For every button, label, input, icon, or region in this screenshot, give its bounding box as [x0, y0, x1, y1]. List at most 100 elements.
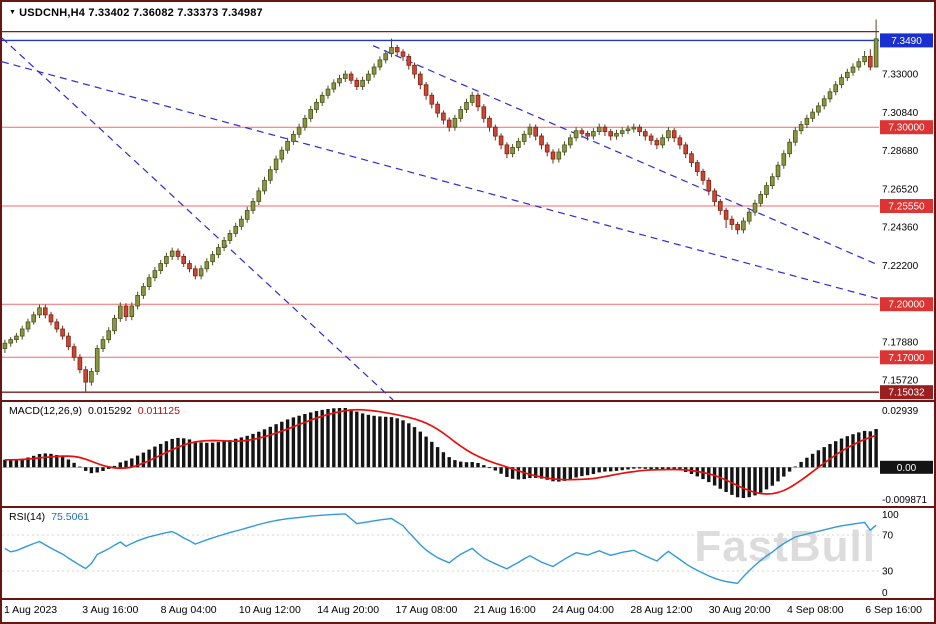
candle-body [158, 263, 164, 271]
price-axis-label: 7.24360 [882, 223, 919, 234]
candle-body [469, 94, 475, 103]
candle-body [210, 254, 215, 263]
macd-histogram-bar [372, 415, 376, 468]
macd-axis-max-label: 0.02939 [882, 406, 919, 417]
macd-histogram-bar [72, 462, 76, 468]
candle-body [770, 176, 775, 186]
macd-histogram-bar [862, 430, 867, 468]
macd-chart[interactable]: 0.02939 -0.009871 0.00 [2, 402, 934, 506]
rsi-panel[interactable]: FastBull 100 70 30 0 RSI(14) 75.5061 [2, 508, 934, 600]
ohlc-high: 7.36082 [132, 7, 174, 19]
candle-body [314, 102, 319, 110]
candle-body [602, 126, 608, 132]
price-badge-label: 7.25550 [888, 201, 925, 212]
candle-body [441, 112, 446, 121]
candle-body [608, 131, 613, 137]
macd-histogram-bar [793, 466, 797, 468]
candle-body [366, 73, 371, 81]
candle-body [504, 144, 510, 155]
candle-body [164, 255, 169, 264]
macd-histogram-bar [649, 467, 653, 470]
candle-body [579, 130, 585, 134]
macd-histogram-bar [735, 467, 740, 498]
candle-body [568, 137, 573, 146]
macd-axis-min-label: -0.009871 [882, 495, 927, 506]
candle-body [637, 126, 642, 132]
macd-histogram-bar [199, 442, 203, 468]
macd-histogram-bar [378, 416, 382, 468]
macd-histogram-bar [9, 459, 13, 468]
macd-value-main: 0.015292 [87, 405, 132, 417]
macd-histogram-bar [851, 434, 855, 468]
macd-histogram-bar [274, 424, 278, 468]
candle-body [273, 158, 279, 171]
macd-histogram-bar [234, 438, 238, 468]
candle-body [821, 98, 827, 107]
macd-histogram-bar [828, 444, 832, 468]
ohlc-open: 7.33402 [88, 7, 130, 19]
macd-histogram-bar [435, 447, 440, 468]
macd-panel[interactable]: 0.02939 -0.009871 0.00 MACD(12,26,9) 0.0152… [2, 402, 934, 508]
candle-body [487, 117, 492, 128]
price-badge-label: 7.20000 [888, 300, 925, 311]
macd-histogram-bar [32, 455, 36, 468]
candle-body [752, 202, 758, 213]
candle-body [746, 211, 752, 222]
macd-histogram-bar [130, 458, 134, 468]
macd-histogram-bar [551, 467, 555, 482]
macd-histogram-bar [874, 429, 878, 468]
macd-histogram-bar [845, 436, 849, 468]
candle-body [423, 84, 429, 96]
rsi-chart[interactable]: 100 70 30 0 [2, 508, 934, 598]
candle-body [227, 232, 233, 241]
macd-histogram-bar [228, 440, 232, 468]
candle-body [596, 126, 602, 132]
candle-body [521, 133, 527, 142]
macd-histogram-bar [205, 442, 209, 468]
candle-body [279, 149, 285, 160]
candle-body [729, 218, 735, 225]
macd-histogram-bar [609, 467, 613, 472]
macd-histogram-bar [101, 467, 105, 471]
main-chart-panel[interactable]: 7.33000 7.30840 7.28680 7.26520 7.24360 7.222… [2, 2, 934, 402]
macd-histogram-bar [799, 461, 803, 468]
macd-histogram-bar [868, 431, 872, 468]
candle-body [498, 135, 504, 146]
macd-histogram-bar [614, 467, 619, 471]
candle-body [706, 179, 712, 192]
macd-histogram-bar [26, 457, 30, 468]
macd-histogram-bar [453, 460, 457, 468]
candle-body [198, 268, 204, 277]
macd-histogram-bar [562, 467, 567, 481]
macd-histogram-bar [268, 426, 272, 468]
macd-histogram-bar [60, 456, 65, 468]
candle-body [573, 130, 579, 139]
macd-histogram-bar [487, 467, 492, 469]
macd-histogram-bar [245, 435, 249, 468]
price-badge-label: 7.17000 [888, 353, 925, 364]
macd-histogram-bar [580, 467, 584, 477]
candle-body [827, 91, 833, 100]
candle-body [406, 56, 412, 66]
ohlc-low: 7.33373 [177, 7, 219, 19]
x-axis-label: 3 Aug 16:00 [82, 604, 139, 616]
macd-histogram-bar [147, 449, 151, 468]
macd-histogram-bar [153, 446, 157, 468]
candle-body [43, 307, 48, 316]
candle-body [94, 348, 100, 372]
macd-histogram-bar [753, 467, 757, 496]
candle-body [129, 305, 135, 318]
price-badge-label: 7.15032 [888, 388, 925, 399]
candle-body [383, 53, 388, 61]
candle-body [625, 128, 631, 132]
time-axis[interactable]: 1 Aug 2023 3 Aug 16:00 8 Aug 04:00 10 Aug 1… [2, 600, 934, 622]
watermark: FastBull [694, 522, 876, 571]
macd-histogram-bar [55, 455, 59, 468]
candle-body [371, 66, 377, 75]
candle-body [118, 305, 123, 319]
rsi-label: RSI(14) 75.5061 [9, 511, 89, 523]
candle-body [256, 190, 262, 202]
macd-histogram-bar [412, 427, 417, 468]
candlestick-chart[interactable]: 7.33000 7.30840 7.28680 7.26520 7.24360 7.222… [2, 2, 934, 400]
